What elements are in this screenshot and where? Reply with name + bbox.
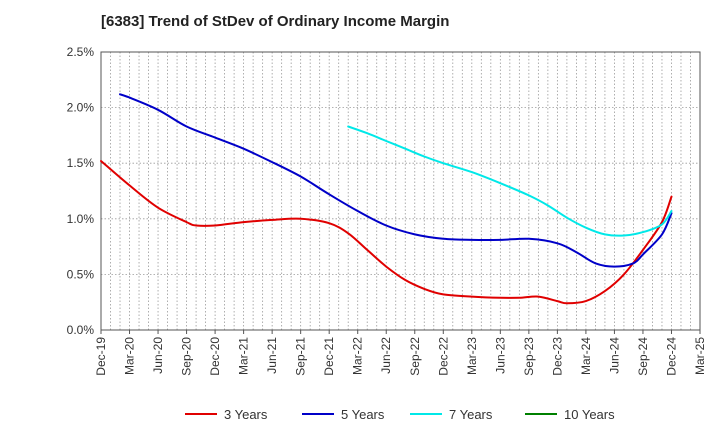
x-tick-label: Mar-22 (351, 337, 365, 375)
x-tick-label: Dec-19 (94, 337, 108, 376)
x-tick-label: Dec-24 (664, 337, 678, 376)
x-tick-label: Jun-20 (151, 337, 165, 374)
x-tick-label: Jun-22 (379, 337, 393, 374)
x-tick-label: Mar-20 (123, 337, 137, 375)
x-tick-label: Sep-21 (294, 337, 308, 376)
x-tick-label: Jun-23 (493, 337, 507, 374)
x-tick-label: Dec-22 (436, 337, 450, 376)
legend-label-10-years: 10 Years (564, 407, 615, 422)
series-line-5-years (119, 93, 673, 268)
legend-label-3-years: 3 Years (224, 407, 268, 422)
chart-title: [6383] Trend of StDev of Ordinary Income… (101, 13, 450, 30)
series-layer (100, 93, 673, 305)
y-tick-label: 0.0% (67, 323, 95, 337)
legend-label-5-years: 5 Years (341, 407, 385, 422)
x-tick-label: Dec-23 (550, 337, 564, 376)
x-tick-label: Dec-21 (322, 337, 336, 376)
grid-layer (101, 52, 700, 330)
legend-label-7-years: 7 Years (449, 407, 493, 422)
x-tick-label: Dec-20 (208, 337, 222, 376)
series-line-7-years (347, 125, 673, 237)
x-tick-label: Mar-25 (693, 337, 707, 375)
x-tick-label: Mar-23 (465, 337, 479, 375)
y-tick-label: 0.5% (67, 267, 95, 281)
y-tick-label: 1.0% (67, 212, 95, 226)
y-tick-label: 2.5% (67, 45, 95, 59)
y-tick-label: 1.5% (67, 156, 95, 170)
legend: 3 Years 5 Years 7 Years 10 Years (185, 407, 615, 422)
y-axis: 0.0% 0.5% 1.0% 1.5% 2.0% 2.5% (67, 45, 95, 337)
x-tick-label: Jun-21 (265, 337, 279, 374)
x-tick-label: Jun-24 (607, 337, 621, 374)
x-tick-label: Mar-24 (579, 337, 593, 375)
x-tick-label: Sep-22 (408, 337, 422, 376)
x-tick-label: Mar-21 (237, 337, 251, 375)
x-tick-label: Sep-23 (522, 337, 536, 376)
x-tick-label: Sep-24 (636, 337, 650, 376)
y-tick-label: 2.0% (67, 101, 95, 115)
x-axis: Dec-19 Mar-20 Jun-20 Sep-20 Dec-20 Mar-21 Jun-… (94, 330, 707, 376)
series-line-3-years (100, 160, 673, 305)
x-tick-label: Sep-20 (180, 337, 194, 376)
plot-frame (100, 51, 701, 331)
